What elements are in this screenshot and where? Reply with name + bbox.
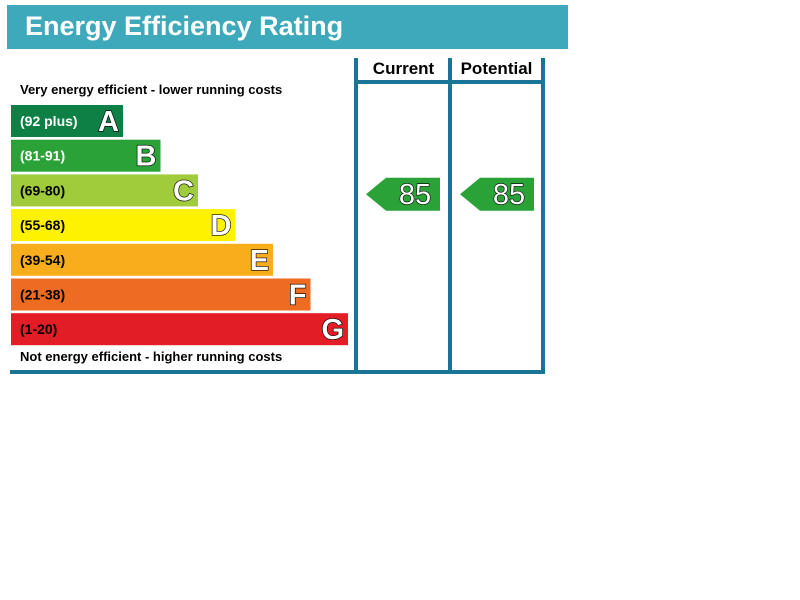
chart-title: Energy Efficiency Rating [25,11,344,41]
rating-arrows: 85 85 [366,177,534,212]
table-frame [10,58,545,374]
band-range-label: (21-38) [20,287,65,303]
band-range-label: (69-80) [20,182,65,198]
band-bar [11,243,273,276]
band-range-label: (39-54) [20,252,65,268]
band-letter: D [211,210,232,242]
band-bar [11,105,123,137]
current-column-header: Current [372,59,435,78]
band-range-label: (55-68) [20,217,65,233]
band-letter: B [136,141,157,173]
rating-value: 85 [493,179,525,211]
band-b: (81-91) B [11,139,161,173]
potential-rating-arrow: 85 [460,177,534,212]
rating-arrow-shape [366,177,440,211]
band-d: (55-68) D [11,209,236,243]
band-letter: F [289,280,307,312]
band-bar [11,278,311,311]
band-letter: C [173,175,194,207]
band-range-label: (81-91) [20,148,65,164]
band-range-label: (1-20) [20,321,57,337]
potential-column-header: Potential [460,59,533,78]
band-c: (69-80) C [11,174,198,208]
top-caption: Very energy efficient - lower running co… [20,82,283,97]
band-letter: A [98,106,119,138]
band-e: (39-54) E [11,243,273,277]
current-rating-arrow: 85 [366,177,440,212]
band-bar [11,174,198,207]
band-letter: G [321,314,344,346]
rating-value: 85 [399,179,431,211]
band-g: (1-20) G [11,313,348,347]
band-f: (21-38) F [11,278,311,312]
band-bar [11,139,161,172]
title-bar: Energy Efficiency Rating [7,5,568,49]
band-bar [11,313,348,346]
band-range-label: (92 plus) [20,113,78,129]
band-letter: E [250,245,269,277]
rating-arrow-shape [460,177,534,211]
bottom-caption: Not energy efficient - higher running co… [20,349,283,364]
band-bar [11,209,236,242]
rating-bands: (92 plus) A(81-91) B(69-80) C(55-68) D(39-54… [11,105,348,347]
band-a: (92 plus) A [11,105,123,139]
